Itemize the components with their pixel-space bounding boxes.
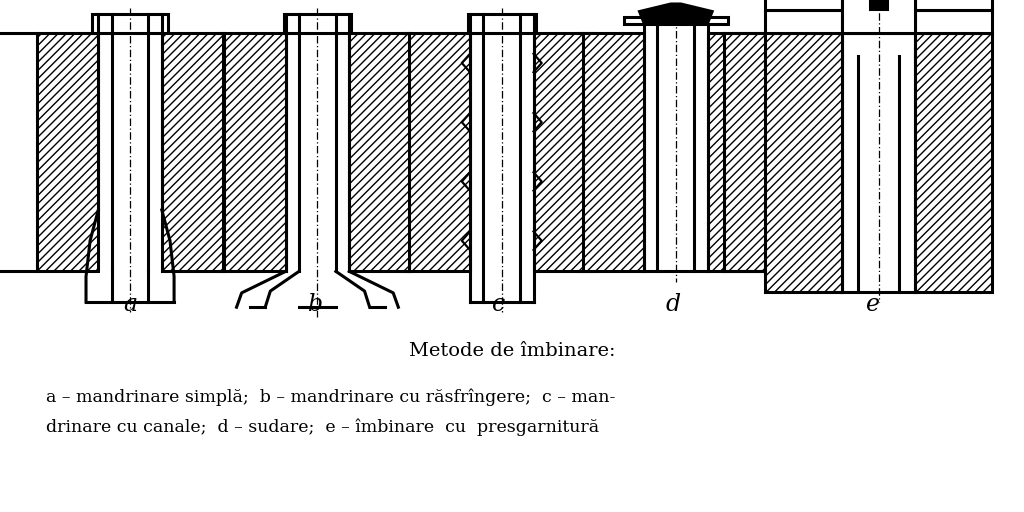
Text: drinare cu canale;  d – sudare;  e – îmbinare  cu  presgarnitură: drinare cu canale; d – sudare; e – îmbin…: [46, 419, 599, 436]
Text: b: b: [308, 293, 323, 316]
Bar: [468, 14, 536, 33]
Bar: [765, 33, 842, 292]
Text: d: d: [666, 293, 680, 316]
Bar: [624, 17, 728, 24]
Bar: [409, 33, 470, 271]
Bar: [349, 33, 411, 271]
Bar: [842, 0, 915, 33]
Polygon shape: [639, 4, 713, 24]
Bar: [284, 14, 351, 33]
Text: c: c: [493, 293, 505, 316]
Bar: [765, 0, 992, 10]
Bar: [162, 33, 223, 271]
Bar: [915, 33, 992, 292]
Bar: [534, 33, 595, 271]
Text: Metode de îmbinare:: Metode de îmbinare:: [409, 342, 615, 360]
Bar: [37, 33, 98, 271]
Bar: [92, 14, 168, 33]
Text: a – mandrinare simplă;  b – mandrinare cu răsfrîngere;  c – man-: a – mandrinare simplă; b – mandrinare cu…: [46, 388, 615, 406]
Bar: [708, 33, 769, 271]
Bar: [765, 10, 992, 33]
Text: a: a: [123, 293, 137, 316]
Bar: [224, 33, 286, 271]
Text: e: e: [866, 293, 881, 316]
Bar: [583, 33, 644, 271]
Bar: [870, 0, 887, 9]
